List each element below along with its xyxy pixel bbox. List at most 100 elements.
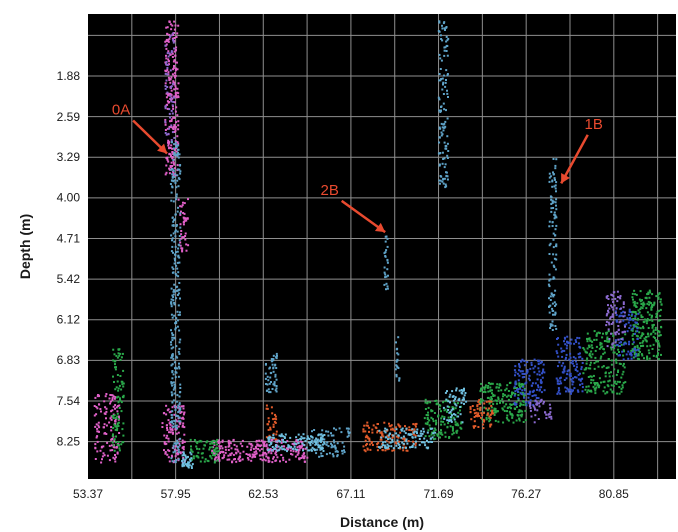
data-point — [447, 422, 450, 425]
data-point — [629, 318, 632, 321]
data-point — [222, 456, 225, 459]
data-point — [282, 435, 285, 438]
data-point — [215, 440, 218, 443]
data-point — [597, 360, 600, 363]
data-point — [534, 382, 537, 385]
data-point — [520, 383, 523, 386]
data-point — [635, 306, 638, 308]
data-point — [658, 292, 661, 295]
data-point — [173, 240, 176, 243]
data-point — [491, 411, 494, 414]
data-point — [457, 415, 460, 418]
data-point — [272, 432, 275, 435]
data-point — [100, 410, 102, 413]
data-point — [179, 205, 182, 208]
data-point — [442, 123, 445, 126]
data-point — [292, 450, 295, 453]
data-point — [612, 308, 615, 311]
data-point — [99, 408, 102, 410]
data-point — [170, 414, 173, 416]
data-point — [166, 26, 169, 29]
data-point — [173, 387, 176, 390]
data-point — [548, 285, 551, 288]
data-point — [441, 162, 444, 165]
data-point — [492, 403, 495, 406]
data-point — [522, 385, 525, 388]
data-point — [272, 457, 275, 460]
data-point — [515, 419, 518, 422]
data-point — [461, 398, 464, 401]
data-point — [517, 390, 519, 393]
data-point — [174, 376, 177, 379]
data-point — [250, 446, 253, 449]
data-point — [487, 390, 490, 393]
data-point — [587, 344, 590, 347]
data-point — [177, 95, 180, 98]
data-point — [181, 442, 184, 444]
data-point — [521, 370, 524, 373]
data-point — [457, 398, 460, 401]
data-point — [505, 387, 508, 390]
data-point — [474, 425, 477, 428]
data-point — [480, 382, 483, 385]
data-point — [168, 92, 171, 95]
data-point — [470, 418, 473, 421]
data-point — [185, 456, 188, 459]
data-point — [336, 450, 339, 453]
data-point — [403, 430, 406, 433]
data-point — [607, 311, 610, 314]
data-point — [174, 72, 177, 75]
data-point — [172, 101, 175, 103]
data-point — [534, 394, 537, 397]
data-point — [587, 385, 590, 388]
data-point — [93, 414, 96, 417]
data-point — [552, 264, 555, 267]
data-point — [444, 120, 447, 123]
data-point — [213, 461, 216, 464]
data-point — [289, 436, 292, 439]
data-point — [560, 347, 563, 350]
data-point — [439, 110, 442, 112]
data-point — [651, 315, 653, 318]
data-point — [659, 308, 662, 311]
data-point — [573, 364, 576, 367]
data-point — [311, 446, 314, 449]
data-point — [605, 320, 608, 323]
data-point — [445, 26, 448, 29]
data-point — [170, 168, 173, 171]
data-point — [164, 443, 167, 446]
data-point — [382, 444, 384, 447]
data-point — [182, 452, 185, 455]
data-point — [223, 454, 226, 457]
data-point — [171, 339, 174, 342]
data-point — [569, 388, 572, 391]
data-point — [410, 429, 413, 432]
data-point — [177, 289, 180, 292]
data-point — [175, 345, 178, 348]
data-point — [441, 27, 444, 30]
data-point — [395, 360, 398, 363]
data-point — [265, 363, 267, 365]
data-point — [610, 359, 613, 362]
data-point — [633, 300, 636, 303]
data-point — [599, 357, 602, 360]
data-point — [199, 460, 202, 463]
data-point — [306, 456, 309, 459]
data-point — [613, 351, 616, 354]
data-point — [96, 435, 99, 438]
data-point — [382, 441, 384, 444]
data-point — [116, 380, 119, 383]
data-point — [498, 386, 500, 389]
y-tick-label: 3.29 — [57, 150, 81, 164]
data-point — [177, 420, 180, 423]
data-point — [545, 413, 548, 416]
data-point — [117, 401, 120, 404]
data-point — [170, 120, 173, 122]
data-point — [173, 37, 176, 39]
data-point — [319, 444, 322, 447]
data-point — [188, 464, 191, 467]
data-point — [323, 440, 325, 443]
data-point — [166, 38, 169, 41]
data-point — [629, 311, 632, 313]
data-point — [282, 438, 284, 441]
